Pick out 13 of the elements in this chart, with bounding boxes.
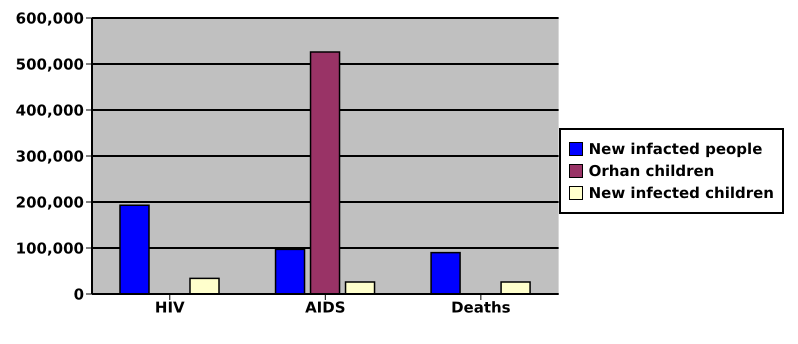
y-tick-label: 600,000	[16, 9, 84, 28]
y-tick-label: 300,000	[16, 147, 84, 166]
y-tick-label: 0	[74, 285, 84, 304]
y-tick-label: 200,000	[16, 193, 84, 212]
legend-label: Orhan children	[588, 162, 714, 180]
legend-label: New infected children	[588, 184, 774, 202]
legend-label: New infacted people	[588, 140, 762, 158]
x-tick-label: HIV	[154, 298, 186, 317]
x-tick-label: AIDS	[305, 298, 346, 317]
y-tick-label: 100,000	[16, 239, 84, 258]
y-tick-label: 500,000	[16, 55, 84, 74]
y-tick-label: 400,000	[16, 101, 84, 120]
x-tick-label: Deaths	[451, 298, 511, 317]
